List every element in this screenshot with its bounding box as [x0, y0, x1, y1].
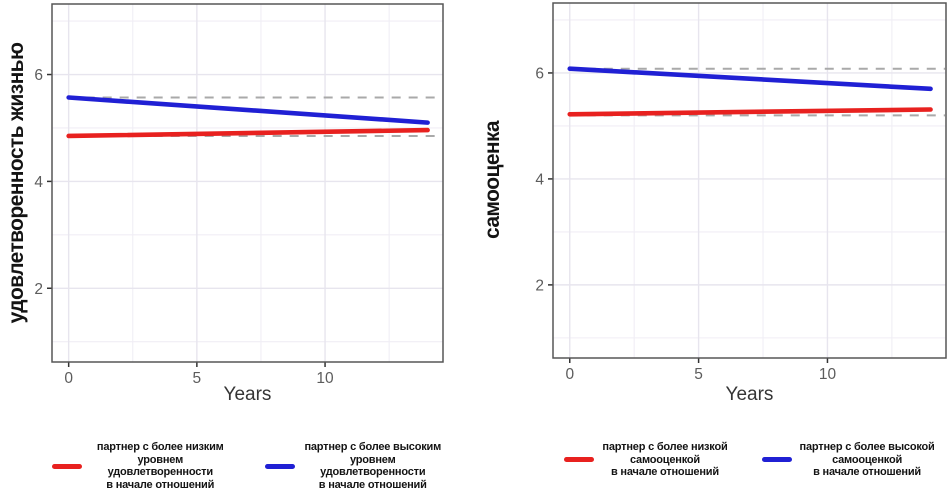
panel-border — [552, 2, 947, 359]
chart-self-esteem: самооценка 0 5 10 2 4 6 Years партнер с более… — [476, 0, 952, 504]
legend-swatch-blue — [761, 457, 792, 463]
x-tick-label: 5 — [694, 366, 703, 383]
legend-label-higher-partner: партнер с более высоким уровнем удовлетв… — [304, 441, 442, 491]
x-axis-title: Years — [223, 384, 272, 405]
x-axis-title: Years — [725, 384, 774, 405]
y-tick-label: 4 — [34, 174, 43, 191]
y-tick-label: 2 — [34, 281, 43, 298]
legend: партнер с более низким уровнем удовлетво… — [52, 441, 443, 491]
legend-swatch-blue — [264, 463, 295, 469]
x-tick-label: 0 — [565, 366, 574, 383]
panel-border — [51, 3, 444, 363]
plot-panel: 0 5 10 2 4 6 — [535, 2, 947, 383]
legend-label-lower-partner: партнер с более низкой самооценкой в нач… — [602, 441, 728, 478]
panel-background — [553, 3, 946, 358]
x-tick-label: 10 — [316, 370, 334, 387]
y-tick-label: 6 — [34, 67, 43, 84]
x-tick-label: 0 — [64, 370, 73, 387]
legend-swatch-red — [52, 463, 82, 469]
legend: партнер с более низкой самооценкой в нач… — [553, 441, 946, 479]
y-tick-label: 2 — [535, 277, 544, 294]
legend-label-higher-partner: партнер с более высокой самооценкой в на… — [799, 441, 935, 478]
legend-item-higher-partner: партнер с более высокой самооценкой в на… — [761, 441, 935, 479]
y-tick-label: 4 — [535, 171, 544, 188]
legend-item-higher-partner: партнер с более высоким уровнем удовлетв… — [264, 441, 444, 491]
legend-item-lower-partner: партнер с более низким уровнем удовлетво… — [52, 441, 231, 491]
y-tick-label: 6 — [535, 65, 544, 82]
plot-panel: 0 5 10 2 4 6 — [34, 3, 444, 387]
series-line-1 — [66, 95, 430, 125]
chart-life-satisfaction: удовлетворенность жизнью 0 5 10 2 4 6 Years п… — [5, 3, 444, 491]
x-tick-label: 5 — [193, 370, 202, 387]
legend-swatch-red — [564, 457, 595, 463]
panel-background — [52, 4, 443, 362]
series-line-1 — [567, 66, 933, 92]
x-tick-label: 10 — [819, 366, 837, 383]
series-line-0 — [66, 127, 430, 139]
series-line-0 — [567, 107, 933, 117]
legend-label-lower-partner: партнер с более низким уровнем удовлетво… — [96, 441, 224, 491]
legend-item-lower-partner: партнер с более низкой самооценкой в нач… — [564, 441, 728, 479]
